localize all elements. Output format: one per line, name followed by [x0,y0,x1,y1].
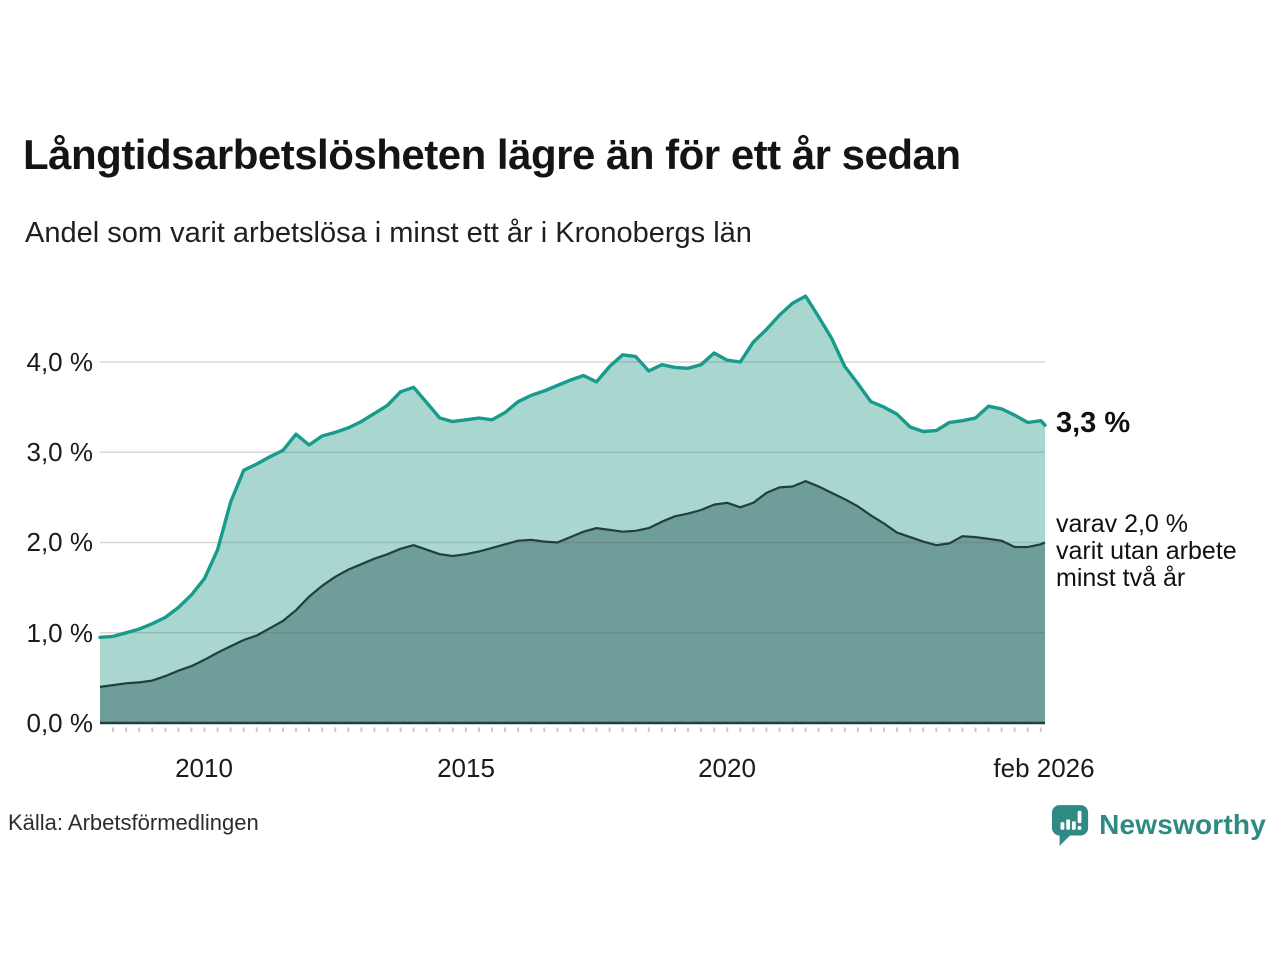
series-end-value-total: 3,3 % [1056,407,1131,439]
annotation-line: varav 2,0 % [1056,510,1189,538]
annotation-line: varit utan arbete [1056,537,1237,565]
page-subtitle: Andel som varit arbetslösa i minst ett å… [25,217,752,249]
series-annotation-two-year: varav 2,0 % varit utan arbete minst två … [1056,511,1237,592]
x-axis-label: 2010 [175,753,233,783]
brand-name: Newsworthy [1099,809,1266,840]
area-two-year [100,481,1045,723]
newsworthy-logo-icon [1052,804,1089,846]
x-axis-label: 2020 [698,753,756,783]
y-axis-label: 2,0 % [26,527,94,557]
newsworthy-brand: Newsworthy [1052,802,1266,848]
y-axis-label: 1,0 % [26,618,94,648]
line-total [98,294,1047,639]
x-axis-label: feb 2026 [993,753,1095,783]
page-title: Långtidsarbetslösheten lägre än för ett … [23,131,961,178]
y-axis-label: 3,0 % [26,437,94,467]
x-axis-label: 2015 [437,753,495,783]
annotation-line: minst två år [1056,564,1186,592]
y-axis-label: 4,0 % [26,347,94,377]
source-credit: Källa: Arbetsförmedlingen [8,810,259,835]
line-two-year [99,480,1046,688]
y-axis-label: 0,0 % [26,708,94,738]
